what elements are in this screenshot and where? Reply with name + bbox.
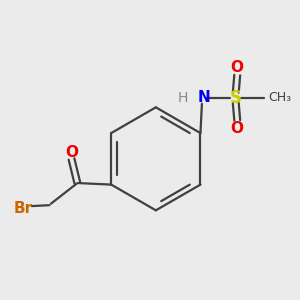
Text: O: O <box>65 145 78 160</box>
Text: O: O <box>231 60 244 75</box>
Text: N: N <box>198 90 211 105</box>
Text: H: H <box>178 91 188 105</box>
Text: Br: Br <box>14 201 32 216</box>
Text: CH₃: CH₃ <box>269 91 292 104</box>
Text: O: O <box>231 121 244 136</box>
Text: S: S <box>230 89 242 107</box>
